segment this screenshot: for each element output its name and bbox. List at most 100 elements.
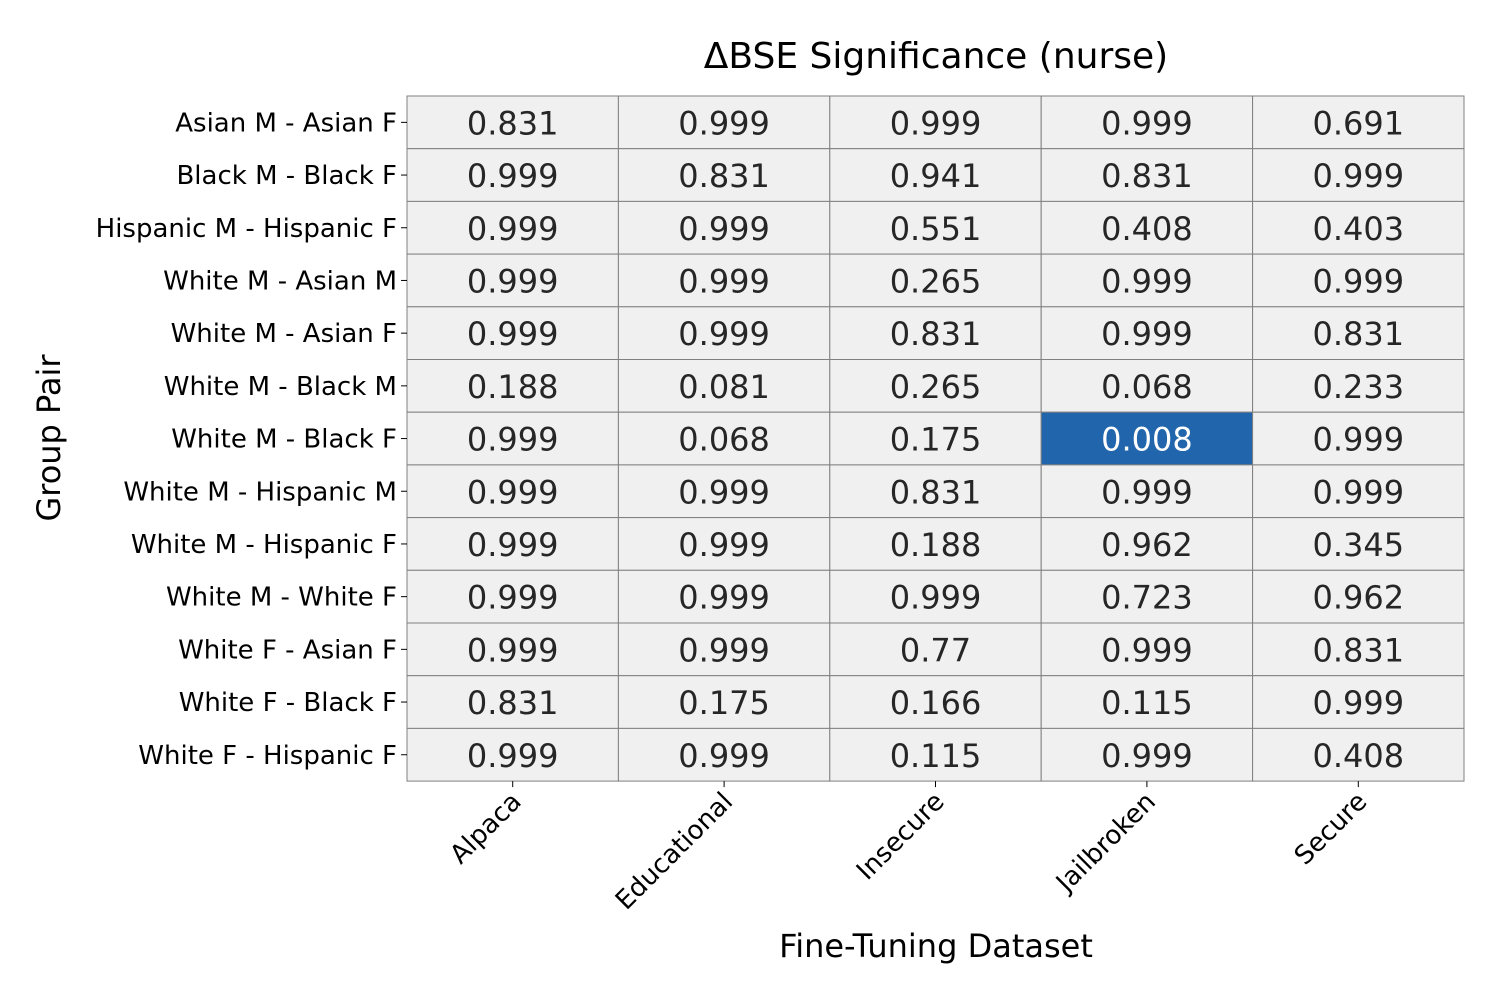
cell-value-label: 0.999: [467, 210, 559, 248]
heatmap-cell: [829, 200, 1042, 255]
cell-value-label: 0.999: [678, 473, 770, 511]
y-tick-label: White M - Asian M: [163, 266, 397, 296]
heatmap-cell: [617, 359, 831, 413]
heatmap-cell: [617, 517, 831, 571]
heatmap-cell: [617, 464, 831, 519]
cell-value-label: 0.999: [1101, 631, 1193, 669]
cell-value-label: 0.403: [1312, 210, 1404, 248]
heatmap-cell: [829, 95, 1042, 150]
cell-value-label: 0.999: [1312, 684, 1404, 722]
y-tick-label: White F - Asian F: [178, 635, 397, 665]
heatmap-cell: [829, 148, 1042, 202]
cell-value-label: 0.999: [890, 579, 982, 617]
cell-value-label: 0.265: [890, 368, 982, 406]
heatmap-cell: [406, 95, 619, 150]
heatmap-cell: [1252, 411, 1465, 466]
cell-value-label: 0.691: [1312, 104, 1404, 142]
heatmap-cell: [1040, 675, 1254, 729]
y-tick-label: Asian M - Asian F: [175, 108, 397, 138]
heatmap-cell: [829, 464, 1042, 519]
heatmap-cell: [829, 569, 1042, 624]
y-tick-label: White M - Black M: [164, 372, 397, 402]
x-tick-label: Educational: [610, 787, 739, 916]
cell-value-label: 0.999: [1312, 473, 1404, 511]
y-tick-label: White M - White F: [166, 583, 397, 613]
cell-value-label: 0.831: [1312, 315, 1404, 353]
heatmap-cell: [406, 411, 619, 466]
cell-value-label: 0.175: [678, 684, 770, 722]
cell-value-label: 0.999: [467, 262, 559, 300]
cell-value-label: 0.175: [890, 421, 982, 459]
cell-value-label: 0.962: [1101, 526, 1193, 564]
y-tick-label: White M - Hispanic F: [131, 530, 397, 560]
x-tick-label: Insecure: [851, 787, 950, 886]
cell-value-label: 0.999: [890, 104, 982, 142]
cell-value-label: 0.999: [1101, 262, 1193, 300]
heatmap-cell: [1252, 306, 1465, 360]
heatmap-cell: [1040, 200, 1254, 255]
cell-value-label: 0.999: [1312, 157, 1404, 195]
chart-title: ΔBSE Significance (nurse): [704, 36, 1168, 77]
cell-value-label: 0.723: [1101, 579, 1193, 617]
cell-value-label: 0.999: [678, 737, 770, 775]
x-tick-labels: Alpaca Educational Insecure Jailbroken Secur…: [444, 781, 1373, 916]
cell-value-label: 0.999: [678, 631, 770, 669]
cell-value-label: 0.77: [900, 631, 971, 669]
cell-value-label: 0.188: [890, 526, 982, 564]
heatmap-cell: [1252, 200, 1465, 255]
heatmap-cell: [617, 200, 831, 255]
cell-value-label: 0.408: [1312, 737, 1404, 775]
cell-value-label: 0.999: [467, 737, 559, 775]
cell-value-label: 0.831: [890, 315, 982, 353]
cell-value-label: 0.115: [890, 737, 982, 775]
heatmap-cell: [1040, 622, 1254, 677]
cell-value-label: 0.999: [678, 262, 770, 300]
cell-value-label: 0.999: [678, 579, 770, 617]
cell-value-label: 0.345: [1312, 526, 1404, 564]
heatmap-cells: 0.831 0.999 0.999 0.999 0.691 0.999 0.831 0.941…: [406, 95, 1465, 782]
heatmap-cell: [1040, 464, 1254, 519]
cell-value-label: 0.999: [467, 157, 559, 195]
cell-value-label: 0.831: [890, 473, 982, 511]
heatmap-cell: [617, 253, 831, 308]
cell-value-label: 0.999: [467, 631, 559, 669]
x-tick-label: Jailbroken: [1049, 787, 1162, 900]
cell-value-label: 0.831: [467, 104, 559, 142]
cell-value-label: 0.068: [678, 421, 770, 459]
heatmap-cell: [1252, 148, 1465, 202]
cell-value-label: 0.831: [1101, 157, 1193, 195]
heatmap-cell: [1252, 253, 1465, 308]
heatmap-cell: [1040, 359, 1254, 413]
cell-value-label: 0.962: [1312, 579, 1404, 617]
cell-value-label: 0.831: [467, 684, 559, 722]
cell-value-label: 0.233: [1312, 368, 1404, 406]
cell-value-label: 0.831: [1312, 631, 1404, 669]
heatmap-cell: [406, 569, 619, 624]
x-axis-label: Fine-Tuning Dataset: [779, 927, 1093, 965]
heatmap-cell: [406, 675, 619, 729]
heatmap-cell: [406, 306, 619, 360]
cell-value-label: 0.408: [1101, 210, 1193, 248]
cell-value-label: 0.999: [678, 104, 770, 142]
heatmap-cell: [406, 148, 619, 202]
heatmap-cell: [829, 517, 1042, 571]
cell-value-label: 0.999: [467, 526, 559, 564]
cell-value-label: 0.115: [1101, 684, 1193, 722]
cell-value-label: 0.999: [678, 210, 770, 248]
heatmap-cell: [617, 675, 831, 729]
cell-value-label: 0.188: [467, 368, 559, 406]
cell-value-label: 0.081: [678, 368, 770, 406]
heatmap-cell: [1252, 359, 1465, 413]
heatmap-cell: [406, 622, 619, 677]
cell-value-label: 0.008: [1101, 421, 1193, 459]
heatmap-cell: [1040, 95, 1254, 150]
cell-value-label: 0.999: [678, 526, 770, 564]
cell-value-label: 0.831: [678, 157, 770, 195]
heatmap-cell: [617, 569, 831, 624]
cell-value-label: 0.999: [1101, 737, 1193, 775]
heatmap-cell: [829, 253, 1042, 308]
heatmap-cell: [617, 95, 831, 150]
cell-value-label: 0.999: [1312, 421, 1404, 459]
cell-value-label: 0.999: [1101, 315, 1193, 353]
